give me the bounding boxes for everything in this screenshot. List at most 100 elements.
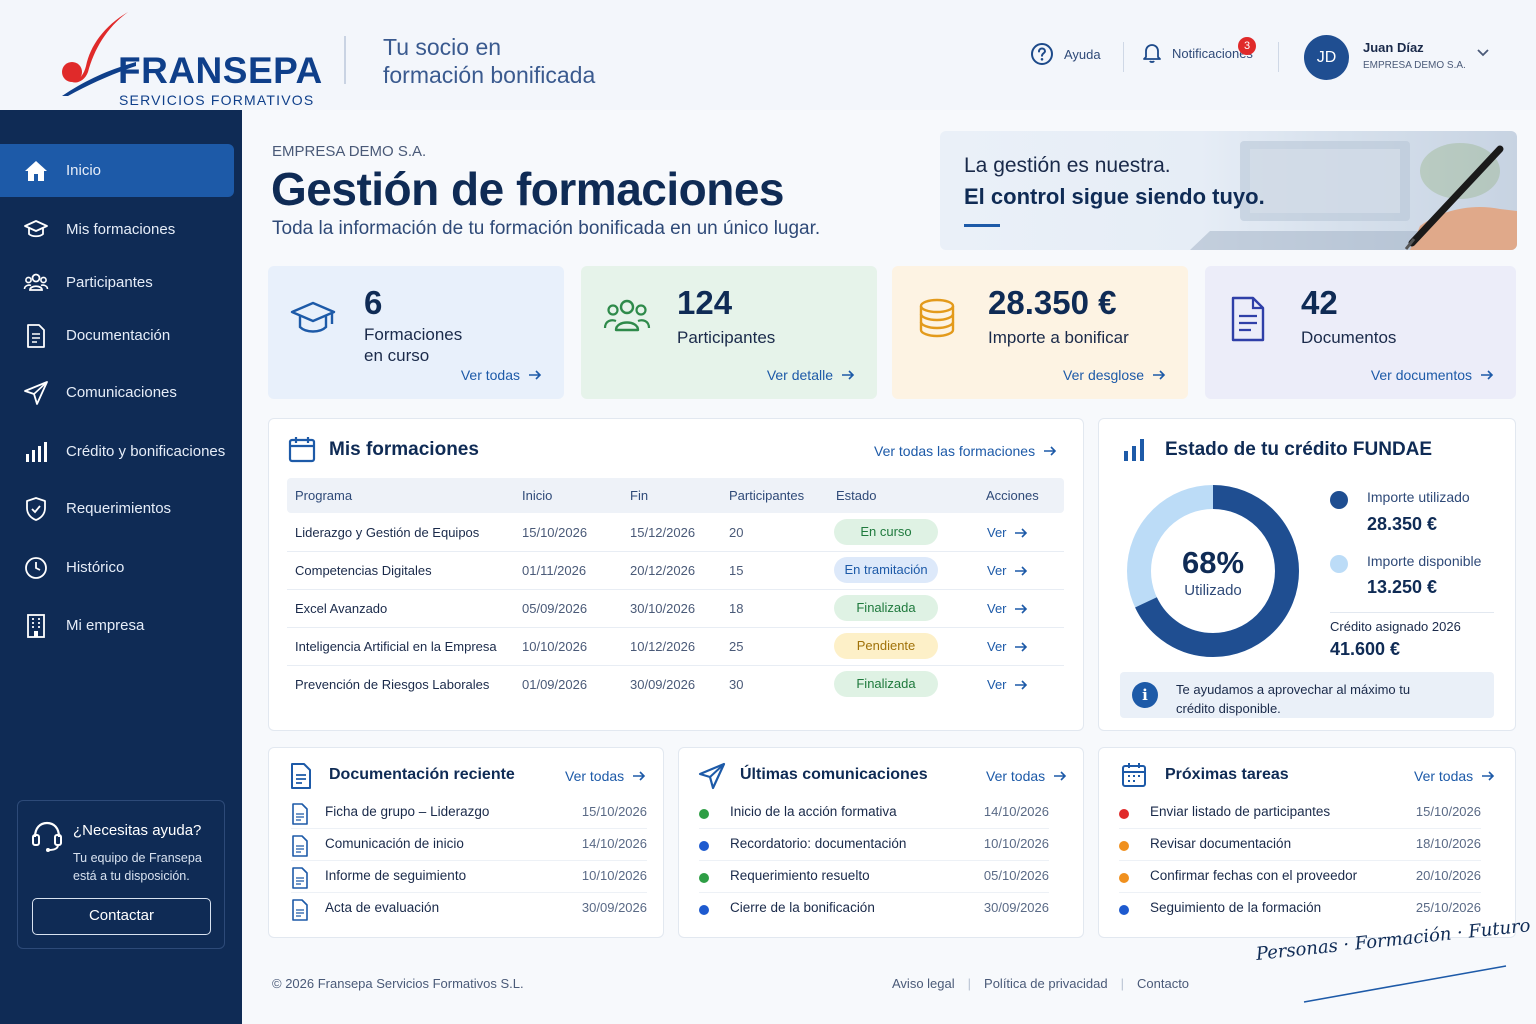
credit-title: Estado de tu crédito FUNDAE bbox=[1165, 439, 1433, 460]
row-view-link[interactable]: Ver bbox=[987, 601, 1028, 616]
arrow-right-icon bbox=[529, 370, 542, 380]
sidebar-item-inicio[interactable]: Inicio bbox=[0, 144, 234, 197]
calendar-icon bbox=[288, 437, 316, 463]
table-row: Liderazgo y Gestión de Equipos 15/10/2026… bbox=[287, 514, 1064, 552]
hero-banner: La gestión es nuestra. El control sigue … bbox=[940, 131, 1517, 250]
stat-link[interactable]: Ver desglose bbox=[1063, 367, 1166, 383]
home-icon bbox=[25, 160, 47, 181]
list-item[interactable]: Enviar listado de participantes 15/10/202… bbox=[1119, 797, 1481, 829]
row-view-link[interactable]: Ver bbox=[987, 525, 1028, 540]
user-avatar[interactable]: JD bbox=[1304, 35, 1349, 80]
footer-link-contacto[interactable]: Contacto bbox=[1137, 976, 1190, 991]
legend-used-label: Importe utilizado bbox=[1367, 489, 1470, 505]
arrow-right-icon bbox=[1054, 771, 1067, 781]
stat-link[interactable]: Ver documentos bbox=[1371, 367, 1494, 383]
priority-dot bbox=[1119, 809, 1129, 819]
company-label: EMPRESA DEMO S.A. bbox=[272, 143, 427, 160]
list-item[interactable]: Ficha de grupo – Liderazgo 15/10/2026 bbox=[291, 797, 647, 829]
table-cell-participants: 30 bbox=[729, 677, 744, 692]
communication-text: Inicio de la acción formativa bbox=[730, 804, 897, 819]
column-header: Programa bbox=[295, 488, 353, 503]
communications-view-all-link[interactable]: Ver todas bbox=[986, 768, 1067, 784]
notifications-button[interactable]: Notificaciones bbox=[1142, 42, 1253, 64]
list-item[interactable]: Informe de seguimiento 10/10/2026 bbox=[291, 861, 647, 893]
arrow-right-icon bbox=[633, 771, 646, 781]
document-date: 15/10/2026 bbox=[581, 804, 647, 819]
trainings-title: Mis formaciones bbox=[329, 439, 479, 460]
contact-button[interactable]: Contactar bbox=[32, 898, 211, 935]
footer-link-privacidad[interactable]: Política de privacidad bbox=[984, 976, 1108, 991]
sidebar-item-credito[interactable]: Crédito y bonificaciones bbox=[0, 425, 234, 478]
slogan-underline bbox=[1303, 965, 1507, 1003]
credit-card: Estado de tu crédito FUNDAE 68% Utilizad… bbox=[1098, 418, 1516, 731]
fransepa-logo[interactable]: FRANSEPA SERVICIOS FORMATIVOS bbox=[58, 10, 322, 108]
footer-link-aviso-legal[interactable]: Aviso legal bbox=[892, 976, 955, 991]
sidebar-item-mi-empresa[interactable]: Mi empresa bbox=[0, 599, 234, 652]
table-cell-program: Prevención de Riesgos Laborales bbox=[295, 677, 490, 692]
list-item[interactable]: Cierre de la bonificación 30/09/2026 bbox=[699, 893, 1049, 925]
sidebar-item-documentacion[interactable]: Documentación bbox=[0, 309, 234, 362]
sidebar-item-comunicaciones[interactable]: Comunicaciones bbox=[0, 366, 234, 419]
help-box: ¿Necesitas ayuda? Tu equipo de Fransepa … bbox=[17, 800, 225, 949]
question-icon bbox=[1031, 43, 1053, 65]
task-date: 18/10/2026 bbox=[1415, 836, 1481, 851]
chevron-down-icon[interactable] bbox=[1476, 48, 1490, 58]
tasks-view-all-label: Ver todas bbox=[1414, 768, 1474, 784]
row-view-label: Ver bbox=[987, 639, 1007, 654]
divider bbox=[1330, 612, 1494, 613]
communications-card: Últimas comunicaciones Ver todas Inicio … bbox=[678, 747, 1084, 938]
page-title: Gestión de formaciones bbox=[271, 163, 785, 215]
document-date: 30/09/2026 bbox=[581, 900, 647, 915]
documents-view-all-link[interactable]: Ver todas bbox=[565, 768, 646, 784]
task-date: 20/10/2026 bbox=[1415, 868, 1481, 883]
sidebar-item-label: Requerimientos bbox=[66, 500, 172, 517]
users-icon bbox=[603, 299, 651, 332]
user-name[interactable]: Juan Díaz bbox=[1363, 40, 1424, 55]
list-item[interactable]: Inicio de la acción formativa 14/10/2026 bbox=[699, 797, 1049, 829]
stat-link[interactable]: Ver todas bbox=[461, 367, 542, 383]
stat-card-documentos: 42 Documentos Ver documentos bbox=[1205, 266, 1516, 399]
shield-check-icon bbox=[26, 496, 46, 521]
donut-used-arc bbox=[1127, 485, 1299, 657]
arrow-right-icon bbox=[1481, 370, 1494, 380]
row-view-link[interactable]: Ver bbox=[987, 677, 1028, 692]
list-item[interactable]: Requerimiento resuelto 05/10/2026 bbox=[699, 861, 1049, 893]
row-view-link[interactable]: Ver bbox=[987, 639, 1028, 654]
stat-label: Importe a bonificar bbox=[988, 328, 1129, 347]
hero-accent-line bbox=[964, 224, 1000, 227]
sidebar-item-label: Comunicaciones bbox=[66, 384, 177, 401]
table-row: Excel Avanzado 05/09/2026 30/10/2026 18 Fina… bbox=[287, 590, 1064, 628]
table-header: Programa Inicio Fin Participantes Estado… bbox=[287, 478, 1064, 513]
page-subtitle: Toda la información de tu formación boni… bbox=[272, 218, 821, 239]
sidebar-item-requerimientos[interactable]: Requerimientos bbox=[0, 482, 234, 535]
list-item[interactable]: Seguimiento de la formación 25/10/2026 bbox=[1119, 893, 1481, 925]
logo-mark-icon bbox=[62, 12, 136, 96]
help-title: ¿Necesitas ayuda? bbox=[73, 822, 202, 839]
row-view-link[interactable]: Ver bbox=[987, 563, 1028, 578]
tagline: Tu socio en formación bonificada bbox=[383, 33, 595, 89]
status-badge: Finalizada bbox=[834, 595, 938, 621]
sidebar-item-participantes[interactable]: Participantes bbox=[0, 256, 234, 309]
communication-date: 30/09/2026 bbox=[983, 900, 1049, 915]
paper-plane-icon bbox=[698, 762, 726, 790]
help-button[interactable]: Ayuda bbox=[1030, 42, 1101, 66]
status-badge: En curso bbox=[834, 519, 938, 545]
sidebar-item-mis-formaciones[interactable]: Mis formaciones bbox=[0, 203, 234, 256]
list-item[interactable]: Acta de evaluación 30/09/2026 bbox=[291, 893, 647, 925]
list-item[interactable]: Revisar documentación 18/10/2026 bbox=[1119, 829, 1481, 861]
trainings-view-all-link[interactable]: Ver todas las formaciones bbox=[874, 443, 1057, 459]
header-divider bbox=[344, 36, 346, 84]
users-icon bbox=[23, 273, 49, 291]
list-item[interactable]: Recordatorio: documentación 10/10/2026 bbox=[699, 829, 1049, 861]
credit-info-text: Te ayudamos a aprovechar al máximo tu cr… bbox=[1176, 682, 1411, 716]
legend-available-label: Importe disponible bbox=[1367, 553, 1482, 569]
bar-chart-icon bbox=[1124, 439, 1144, 461]
tasks-view-all-link[interactable]: Ver todas bbox=[1414, 768, 1495, 784]
list-item[interactable]: Comunicación de inicio 14/10/2026 bbox=[291, 829, 647, 861]
list-item[interactable]: Confirmar fechas con el proveedor 20/10/2… bbox=[1119, 861, 1481, 893]
table-cell-program: Excel Avanzado bbox=[295, 601, 388, 616]
sidebar-item-label: Inicio bbox=[66, 162, 102, 179]
stat-link[interactable]: Ver detalle bbox=[767, 367, 855, 383]
sidebar-item-historico[interactable]: Histórico bbox=[0, 541, 234, 594]
arrow-right-icon bbox=[1014, 603, 1027, 614]
